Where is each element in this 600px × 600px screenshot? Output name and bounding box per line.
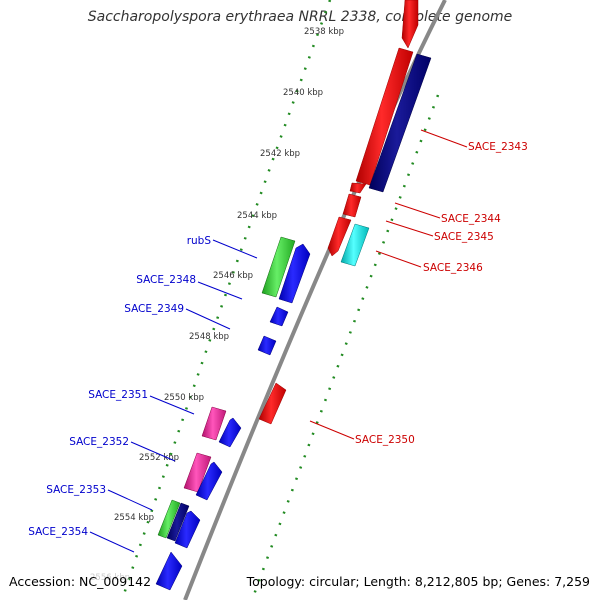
leader-SACE_2353: [107, 489, 153, 511]
leader-SACE_2345: [385, 220, 434, 237]
forward-gene-labels: SACE_2343 SACE_2344 SACE_2345 SACE_2346 …: [355, 141, 528, 446]
gene-label-rubS[interactable]: rubS: [187, 235, 212, 247]
tick-label: 2540 kbp: [283, 88, 323, 98]
gene-SACE_2345[interactable]: [342, 193, 362, 218]
leader-SACE_2350: [309, 420, 355, 440]
leader-rubS: [212, 239, 258, 259]
gene-label-SACE_2352[interactable]: SACE_2352: [69, 436, 129, 448]
label-leader-lines: [89, 129, 468, 553]
genome-summary-label: Topology: circular; Length: 8,212,805 bp…: [246, 574, 590, 589]
tick-label: 2542 kbp: [260, 149, 300, 159]
leader-SACE_2344: [394, 202, 441, 219]
leader-SACE_2346: [375, 250, 422, 268]
gene-label-SACE_2349[interactable]: SACE_2349: [124, 303, 184, 315]
gene-label-SACE_2353[interactable]: SACE_2353: [46, 484, 106, 496]
leader-SACE_2343: [420, 129, 468, 148]
feature-SACE_2346[interactable]: [340, 223, 370, 267]
gene-SACE_2349b[interactable]: [257, 335, 277, 356]
tick-label: 2550 kbp: [164, 393, 204, 403]
gene-label-SACE_2348[interactable]: SACE_2348: [136, 274, 196, 286]
reverse-gene-labels: rubS SACE_2348 SACE_2349 SACE_2351 SACE_…: [28, 235, 211, 538]
tick-label: 2548 kbp: [189, 332, 229, 342]
tick-label: 2552 kbp: [139, 453, 179, 463]
gene-label-SACE_2345[interactable]: SACE_2345: [434, 231, 494, 243]
accession-label: Accession: NC_009142: [9, 574, 152, 589]
gene-SACE_2348[interactable]: [278, 243, 311, 304]
leader-SACE_2349: [185, 308, 231, 330]
gene-label-SACE_2343[interactable]: SACE_2343: [468, 141, 528, 153]
gene-label-SACE_2350[interactable]: SACE_2350: [355, 434, 415, 446]
gene-label-SACE_2344[interactable]: SACE_2344: [441, 213, 501, 225]
leader-SACE_2348: [197, 281, 243, 300]
gene-SACE_2352[interactable]: [195, 461, 223, 501]
feature-SACE_2351[interactable]: [201, 406, 227, 441]
forward-strand-features: [258, 0, 432, 425]
gene-SACE_2344[interactable]: [349, 182, 367, 194]
gene-label-SACE_2354[interactable]: SACE_2354: [28, 526, 88, 538]
gene-SACE_2351[interactable]: [218, 417, 242, 448]
tick-label: 2544 kbp: [237, 211, 277, 221]
leader-SACE_2354: [89, 531, 135, 553]
gene-label-SACE_2351[interactable]: SACE_2351: [88, 389, 148, 401]
tick-label: 2554 kbp: [114, 513, 154, 523]
leader-SACE_2352: [130, 441, 176, 462]
tick-track-outer-left: [120, 0, 332, 600]
gene-SACE_2353-rna[interactable]: [157, 499, 181, 539]
gene-SACE_2346[interactable]: [327, 216, 352, 257]
tick-track-inner-right: [250, 94, 440, 600]
tick-label: 2538 kbp: [304, 27, 344, 37]
gene-SACE_2350[interactable]: [258, 382, 287, 425]
gene-rubS[interactable]: [261, 236, 296, 298]
gene-label-SACE_2346[interactable]: SACE_2346: [423, 262, 483, 274]
gene-SACE_2349[interactable]: [269, 306, 289, 327]
gene-SACE_2353[interactable]: [174, 510, 201, 549]
leader-SACE_2351: [149, 395, 195, 415]
cds-SACE_2343[interactable]: [368, 53, 432, 193]
gene-top-arrow[interactable]: [401, 0, 419, 49]
reverse-strand-features: [155, 236, 311, 591]
tick-label: 2546 kbp: [213, 271, 253, 281]
cds-SACE_2353[interactable]: [166, 502, 190, 542]
tick-labels: 2538 kbp 2540 kbp 2542 kbp 2544 kbp 2546…: [90, 27, 344, 583]
gene-SACE_2354[interactable]: [155, 551, 183, 591]
tick-label: 2556 kbp: [90, 573, 130, 583]
